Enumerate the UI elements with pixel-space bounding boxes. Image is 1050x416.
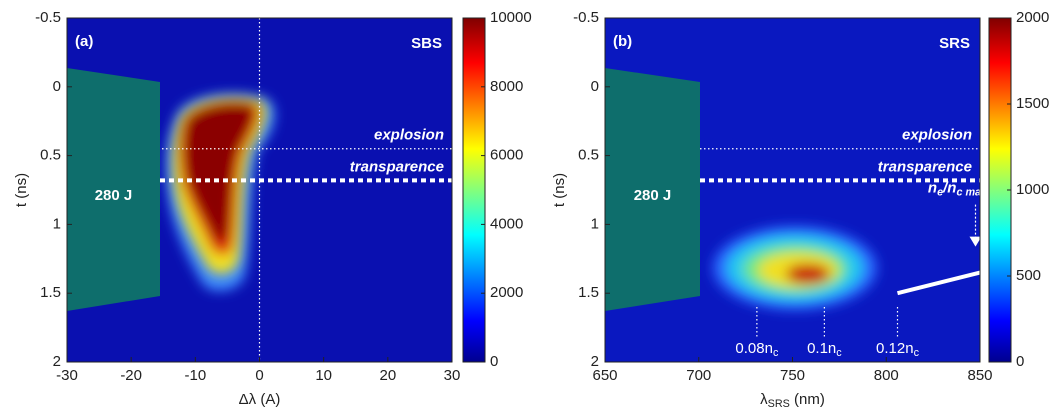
colorbar-tick-label: 2000 <box>490 284 523 301</box>
x-tick-label: 800 <box>874 367 899 384</box>
colorbar-tick-label: 0 <box>490 353 498 370</box>
x-tick-label: 20 <box>379 367 396 384</box>
y-tick-label: 0.5 <box>40 147 61 164</box>
laser-pulse <box>67 68 160 311</box>
text-part: /n <box>942 180 956 197</box>
panel-label: (b) <box>613 33 632 50</box>
panel-title: SBS <box>411 35 442 52</box>
y-axis-label: t (ns) <box>551 173 568 207</box>
x-tick-label: 700 <box>686 367 711 384</box>
time-line-label: explosion <box>374 127 444 144</box>
y-tick-label: 2 <box>53 353 61 370</box>
text-part: c <box>836 347 842 359</box>
colorbar-tick-label: 8000 <box>490 78 523 95</box>
colorbar-tick-label: 6000 <box>490 147 523 164</box>
x-tick-label: -30 <box>56 367 78 384</box>
x-tick-label: 650 <box>592 367 617 384</box>
x-tick-label: 850 <box>967 367 992 384</box>
colorbar-tick-label: 10000 <box>490 9 532 26</box>
laser-pulse <box>605 68 700 311</box>
text-part: SRS <box>768 398 790 410</box>
time-line-label: transparence <box>878 158 972 175</box>
pulse-label: 280 J <box>95 187 133 204</box>
x-tick-label: 30 <box>444 367 461 384</box>
marker-label: 0.1nc <box>807 340 842 359</box>
x-tick-label: 750 <box>780 367 805 384</box>
y-axis-label: t (ns) <box>13 173 30 207</box>
text-part: 0.1n <box>807 340 836 357</box>
colorbar-tick-label: 500 <box>1016 267 1041 284</box>
y-tick-label: 2 <box>591 353 599 370</box>
y-tick-label: 0.5 <box>578 147 599 164</box>
colorbar-tick-label: 4000 <box>490 215 523 232</box>
y-tick-label: -0.5 <box>573 9 599 26</box>
x-tick-label: -10 <box>184 367 206 384</box>
y-tick-label: 1.5 <box>40 284 61 301</box>
y-tick-label: 0 <box>53 78 61 95</box>
colorbar-tick-label: 0 <box>1016 353 1024 370</box>
text-part: 0.12n <box>876 340 914 357</box>
x-tick-label: 10 <box>315 367 332 384</box>
colorbar-tick-label: 1000 <box>1016 181 1049 198</box>
marker-label: 0.12nc <box>876 340 920 359</box>
time-line-label: transparence <box>350 158 444 175</box>
text-part: c <box>914 347 920 359</box>
panel-label: (a) <box>75 33 93 50</box>
text-part: (nm) <box>790 391 825 408</box>
panel-title: SRS <box>939 35 970 52</box>
y-tick-label: 1 <box>53 215 61 232</box>
marker-label: 0.08nc <box>735 340 779 359</box>
y-tick-label: 1.5 <box>578 284 599 301</box>
y-tick-label: 0 <box>591 78 599 95</box>
pulse-label: 280 J <box>634 187 672 204</box>
y-tick-label: -0.5 <box>35 9 61 26</box>
text-part: c max <box>956 186 988 198</box>
x-tick-label: 0 <box>255 367 263 384</box>
text-part: λ <box>760 391 768 408</box>
colorbar <box>462 17 486 363</box>
text-part: 0.08n <box>735 340 773 357</box>
colorbar-tick-label: 1500 <box>1016 95 1049 112</box>
x-axis-label: λSRS (nm) <box>760 391 825 410</box>
heatmap-b <box>605 18 980 362</box>
colorbar-tick-label: 2000 <box>1016 9 1049 26</box>
y-tick-label: 1 <box>591 215 599 232</box>
text-part: Δλ (A) <box>239 391 281 408</box>
arrow-head <box>969 236 982 247</box>
text-part: e <box>937 186 943 198</box>
time-line-label: explosion <box>902 127 972 144</box>
text-part: c <box>773 347 779 359</box>
critical-boundary <box>897 270 981 296</box>
text-part: n <box>928 180 937 197</box>
x-axis-label: Δλ (A) <box>239 391 281 408</box>
x-tick-label: -20 <box>120 367 142 384</box>
